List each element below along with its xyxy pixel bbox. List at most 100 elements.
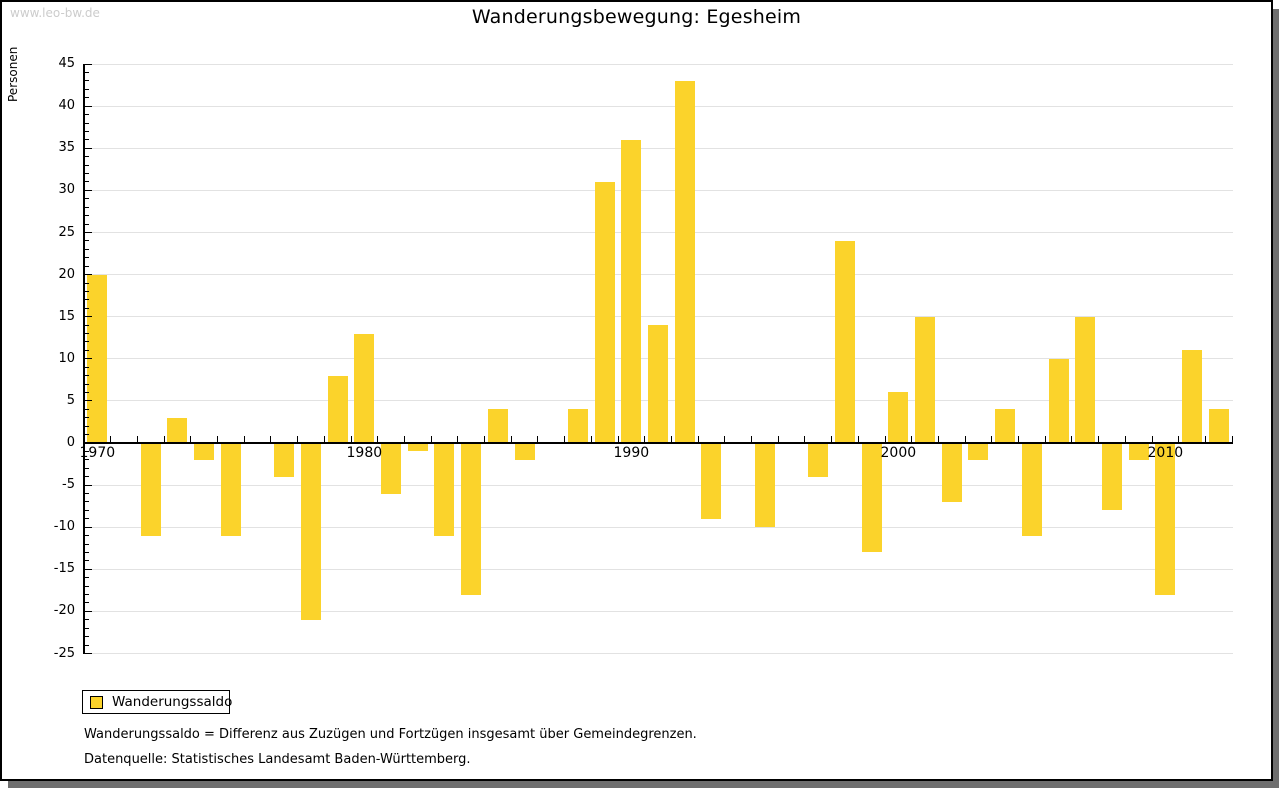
y-minor-tick <box>85 408 89 410</box>
y-major-tick <box>85 484 92 486</box>
x-tick <box>163 436 165 442</box>
y-minor-tick <box>85 383 89 385</box>
y-tick-label: 15 <box>58 308 75 324</box>
y-minor-tick <box>85 636 89 638</box>
x-tick <box>804 436 806 442</box>
y-major-tick <box>85 232 92 233</box>
y-minor-tick <box>85 459 89 461</box>
bar <box>434 443 455 536</box>
x-tick <box>1231 436 1233 442</box>
y-minor-tick <box>85 122 89 124</box>
bar <box>327 375 348 443</box>
x-tick <box>110 436 112 442</box>
bar <box>461 443 482 595</box>
y-major-tick <box>85 526 92 528</box>
y-minor-tick <box>85 257 89 259</box>
gridline <box>84 274 1233 276</box>
gridline <box>84 568 1233 570</box>
bar <box>1048 358 1069 443</box>
x-tick <box>457 436 459 442</box>
y-tick-label: 30 <box>58 182 75 198</box>
y-minor-tick <box>85 206 89 208</box>
y-major-tick <box>85 63 92 65</box>
x-tick <box>777 436 779 442</box>
y-minor-tick <box>85 173 89 175</box>
bar <box>1021 443 1042 536</box>
bar <box>754 443 775 528</box>
x-tick <box>937 436 939 442</box>
plot-area: 45 40 35 30 25 20 15 10 5 0 -5 -10 -15 -20 -25 1970 1980… <box>2 2 1271 779</box>
bar <box>1155 443 1176 595</box>
y-minor-tick <box>85 577 89 579</box>
gridline <box>84 610 1233 612</box>
y-minor-tick <box>85 307 89 309</box>
y-tick-label: -10 <box>53 519 75 535</box>
y-minor-tick <box>85 518 89 520</box>
legend-swatch-icon <box>90 695 103 709</box>
x-tick <box>243 436 245 442</box>
y-minor-tick <box>85 391 89 393</box>
footnote-source: Datenquelle: Statistisches Landesamt Bad… <box>84 752 471 767</box>
gridline <box>84 63 1233 65</box>
gridline <box>84 232 1233 233</box>
x-tick-label: 2000 <box>880 445 917 461</box>
y-minor-tick <box>85 501 89 503</box>
x-tick <box>617 436 619 442</box>
y-minor-tick <box>85 299 89 301</box>
y-minor-tick <box>85 560 89 562</box>
y-minor-tick <box>85 240 89 242</box>
x-tick <box>1071 436 1073 442</box>
y-minor-tick <box>85 375 89 377</box>
bar <box>1128 443 1149 460</box>
y-minor-tick <box>85 417 89 419</box>
bar <box>407 443 428 452</box>
y-minor-tick <box>85 80 89 82</box>
y-minor-tick <box>85 290 89 292</box>
x-tick <box>430 436 432 442</box>
y-minor-tick <box>85 551 89 553</box>
bar <box>1182 350 1203 443</box>
y-minor-tick <box>85 602 89 604</box>
y-minor-tick <box>85 215 89 217</box>
bar <box>87 274 108 443</box>
y-minor-tick <box>85 164 89 166</box>
bar <box>167 417 188 443</box>
y-minor-tick <box>85 282 89 284</box>
y-major-tick <box>85 147 92 149</box>
y-tick-label: -25 <box>53 645 75 661</box>
y-tick-label: -5 <box>62 477 75 493</box>
gridline <box>84 147 1233 149</box>
y-minor-tick <box>85 594 89 596</box>
y-minor-tick <box>85 324 89 326</box>
x-tick <box>323 436 325 442</box>
y-tick-label: 25 <box>58 224 75 240</box>
y-minor-tick <box>85 543 89 545</box>
y-axis-line <box>83 64 85 654</box>
bar <box>995 409 1016 443</box>
y-minor-tick <box>85 366 89 368</box>
bar <box>594 181 615 443</box>
x-tick <box>136 436 138 442</box>
y-minor-tick <box>85 223 89 225</box>
y-tick-label: 10 <box>58 350 75 366</box>
x-tick <box>724 436 726 442</box>
y-major-tick <box>85 358 92 360</box>
y-minor-tick <box>85 130 89 132</box>
x-tick <box>1044 436 1046 442</box>
x-tick <box>590 436 592 442</box>
y-tick-label: 20 <box>58 266 75 282</box>
x-tick-label: 2010 <box>1147 445 1184 461</box>
x-tick <box>911 436 913 442</box>
x-tick <box>297 436 299 442</box>
legend-label: Wanderungssaldo <box>112 694 233 710</box>
x-tick <box>644 436 646 442</box>
bar <box>514 443 535 460</box>
bar <box>621 139 642 443</box>
y-major-tick <box>85 653 92 654</box>
footnote-definition: Wanderungssaldo = Differenz aus Zuzügen … <box>84 727 697 742</box>
x-tick <box>350 436 352 442</box>
y-major-tick <box>85 274 92 276</box>
y-major-tick <box>85 610 92 612</box>
y-minor-tick <box>85 114 89 116</box>
y-minor-tick <box>85 425 89 427</box>
